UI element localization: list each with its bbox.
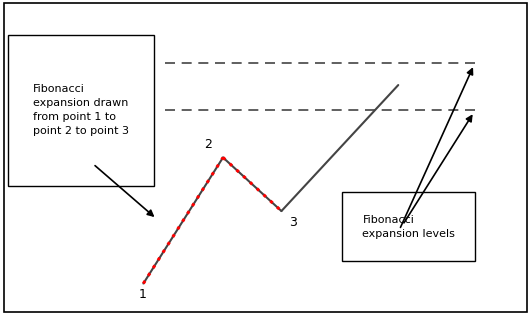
FancyBboxPatch shape — [342, 192, 475, 261]
Text: 1: 1 — [139, 288, 146, 301]
FancyBboxPatch shape — [8, 35, 154, 186]
Text: Fibonacci
expansion levels: Fibonacci expansion levels — [363, 215, 455, 239]
Text: 3: 3 — [289, 216, 297, 229]
Text: 2: 2 — [204, 138, 212, 151]
Text: Fibonacci
expansion drawn
from point 1 to
point 2 to point 3: Fibonacci expansion drawn from point 1 t… — [33, 84, 129, 136]
